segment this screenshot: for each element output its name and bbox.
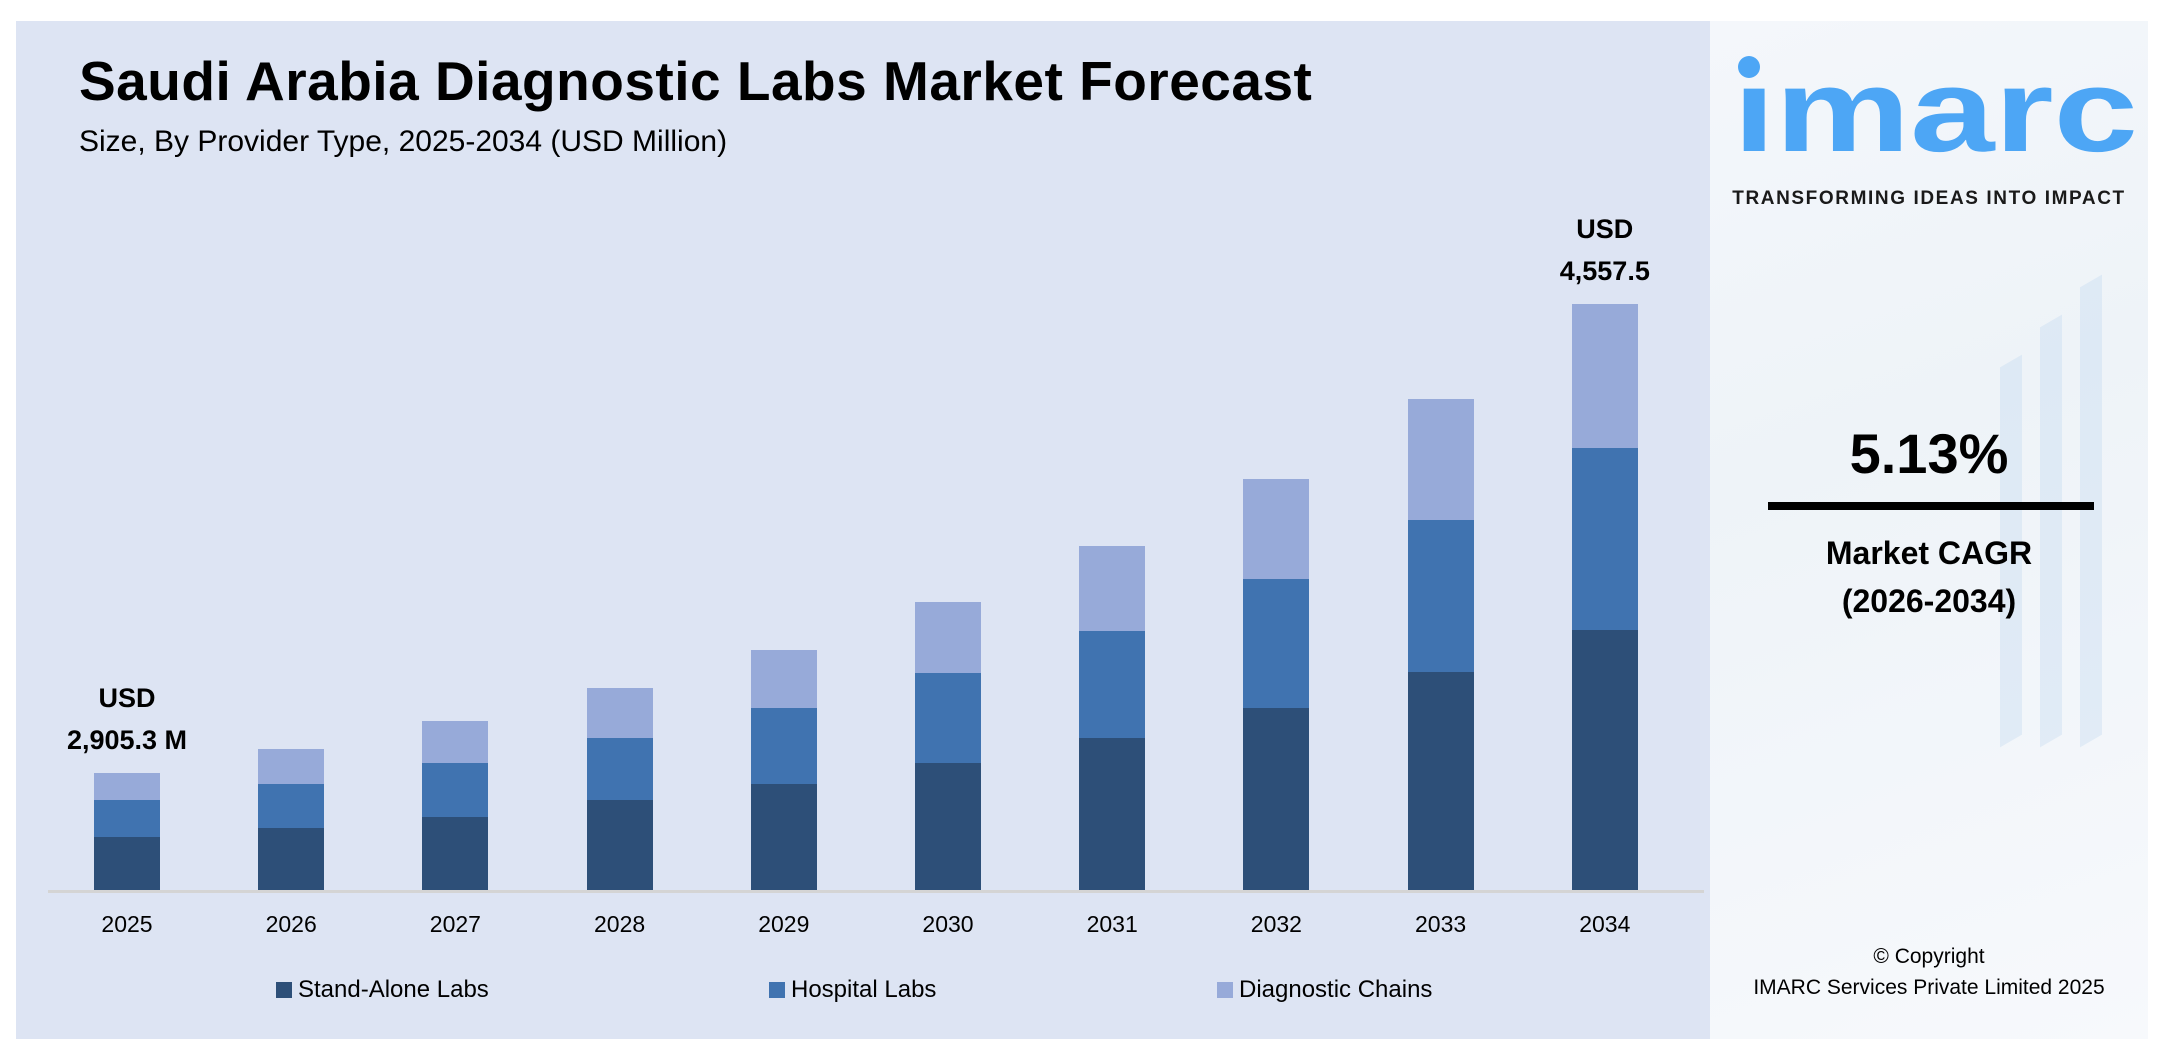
bar-segment-hospital-labs-2028	[586, 737, 653, 801]
imarc-logo: ımarc	[1733, 51, 2138, 161]
chart-title: Saudi Arabia Diagnostic Labs Market Fore…	[79, 50, 1313, 112]
first-value-currency: USD	[98, 682, 156, 713]
bar-segment-diagnostic-chains-2029	[750, 649, 817, 708]
x-tick-label: 2025	[101, 911, 153, 937]
x-tick-label: 2031	[1086, 911, 1138, 937]
background-decoration	[2080, 274, 2102, 748]
bar-segment-hospital-labs-2032	[1243, 578, 1310, 708]
legend-swatch	[1217, 982, 1233, 998]
chart-subtitle: Size, By Provider Type, 2025-2034 (USD M…	[79, 125, 728, 158]
x-tick-label: 2034	[1579, 911, 1631, 937]
plot-area: 2025 2026 2027 2028 2029 2030 2031 2032 2033 2034	[16, 21, 1710, 1039]
bar-2033	[1407, 399, 1474, 890]
bar-2032	[1243, 479, 1310, 890]
bar-segment-stand-alone-labs-2033	[1407, 671, 1474, 890]
bar-segment-diagnostic-chains-2028	[586, 688, 653, 738]
bar-segment-stand-alone-labs-2032	[1243, 707, 1310, 890]
svg-text:ımarc: ımarc	[1733, 51, 2138, 161]
bar-segment-hospital-labs-2034	[1571, 447, 1638, 631]
copyright: © Copyright IMARC Services Private Limit…	[1710, 941, 2148, 1003]
bar-segment-stand-alone-labs-2034	[1571, 630, 1638, 890]
bar-segment-hospital-labs-2029	[750, 707, 817, 784]
bar-2025	[94, 772, 160, 890]
legend-swatch	[276, 982, 292, 998]
legend-swatch	[769, 982, 785, 998]
cagr-period: (2026-2034)	[1841, 583, 2017, 619]
bar-segment-stand-alone-labs-2030	[915, 762, 981, 890]
bar-2026	[258, 749, 325, 890]
bar-segment-hospital-labs-2025	[94, 800, 160, 838]
bar-segment-diagnostic-chains-2026	[258, 749, 325, 784]
bar-segment-stand-alone-labs-2026	[258, 827, 325, 890]
cagr-value: 5.13%	[1849, 422, 2009, 485]
bar-2028	[586, 688, 653, 890]
first-value-label: USD 2,905.3 M	[27, 677, 227, 761]
bar-segment-hospital-labs-2031	[1079, 631, 1146, 738]
bar-2031	[1079, 545, 1146, 890]
x-tick-label: 2029	[758, 911, 810, 937]
bar-segment-diagnostic-chains-2031	[1079, 545, 1146, 632]
x-tick-label: 2028	[594, 911, 646, 937]
logo-tagline: TRANSFORMING IDEAS INTO IMPACT	[1732, 188, 2126, 209]
info-sidebar: ımarc TRANSFORMING IDEAS INTO IMPACT 5.1…	[1710, 21, 2148, 1039]
bar-segment-diagnostic-chains-2034	[1571, 304, 1638, 448]
cagr-label: Market CAGR (2026-2034)	[1710, 529, 2148, 625]
last-value-label: USD 4,557.5	[1505, 208, 1705, 292]
x-tick-label: 2032	[1250, 911, 1302, 937]
last-value-currency: USD	[1576, 214, 1634, 244]
bar-2029	[750, 649, 817, 890]
bar-segment-stand-alone-labs-2025	[94, 837, 160, 890]
x-tick-label: 2030	[922, 911, 974, 937]
legend-label: Hospital Labs	[791, 976, 937, 1003]
last-value-amount: 4,557.5	[1559, 256, 1650, 286]
legend-label: Stand-Alone Labs	[298, 976, 489, 1003]
first-value-amount: 2,905.3 M	[66, 724, 188, 755]
bar-segment-stand-alone-labs-2028	[586, 800, 653, 890]
bar-segment-stand-alone-labs-2027	[422, 816, 489, 890]
bar-2027	[422, 721, 489, 890]
bar-segment-stand-alone-labs-2029	[750, 783, 817, 890]
legend-item-hospital-labs: Hospital Labs	[769, 976, 936, 1004]
chart-panel: Saudi Arabia Diagnostic Labs Market Fore…	[16, 21, 1710, 1039]
bar-segment-hospital-labs-2033	[1407, 519, 1474, 672]
legend-item-stand-alone-labs: Stand-Alone Labs	[276, 976, 489, 1004]
x-tick-label: 2026	[265, 911, 317, 937]
bar-2034	[1571, 304, 1638, 890]
x-axis-line	[48, 890, 1704, 893]
copyright-line-2: IMARC Services Private Limited 2025	[1753, 976, 2105, 999]
bar-segment-diagnostic-chains-2033	[1407, 399, 1474, 520]
bar-segment-diagnostic-chains-2025	[94, 772, 160, 801]
cagr-label-text: Market CAGR	[1825, 535, 2033, 571]
bar-2030	[915, 602, 981, 890]
x-tick-label: 2027	[429, 911, 481, 937]
bar-segment-hospital-labs-2030	[915, 672, 981, 763]
bar-segment-diagnostic-chains-2027	[422, 721, 489, 763]
copyright-line-1: © Copyright	[1873, 945, 1985, 968]
bar-segment-diagnostic-chains-2032	[1243, 479, 1310, 579]
x-tick-label: 2033	[1415, 911, 1467, 937]
legend-item-diagnostic-chains: Diagnostic Chains	[1217, 976, 1432, 1004]
bar-segment-diagnostic-chains-2030	[915, 602, 981, 673]
bar-segment-hospital-labs-2027	[422, 762, 489, 817]
legend-label: Diagnostic Chains	[1239, 976, 1433, 1003]
bar-segment-hospital-labs-2026	[258, 783, 325, 828]
divider	[1768, 502, 2094, 510]
bar-segment-stand-alone-labs-2031	[1079, 737, 1146, 890]
